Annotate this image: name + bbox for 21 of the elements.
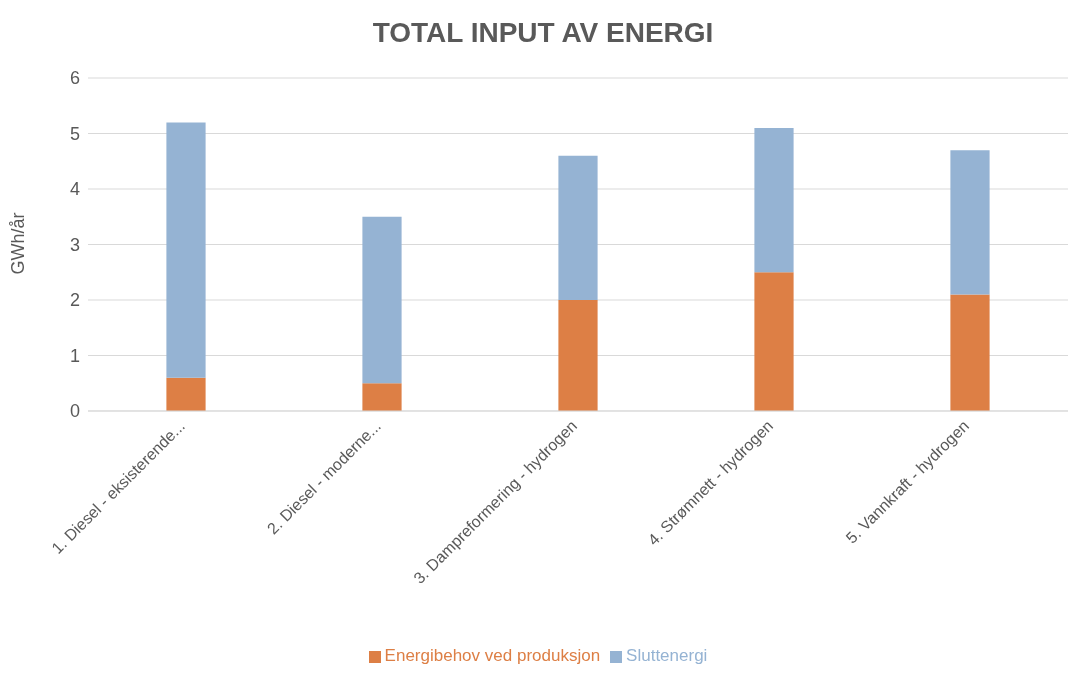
- y-tick-label: 2: [69, 290, 80, 311]
- legend-label: Energibehov ved produksjon: [384, 646, 601, 665]
- bar: [950, 294, 990, 411]
- y-tick-label: 3: [69, 234, 80, 255]
- bar: [558, 300, 598, 411]
- bar: [754, 272, 794, 411]
- y-axis-title: GWh/år: [8, 212, 29, 275]
- y-tick-label: 5: [69, 123, 80, 144]
- bar: [754, 127, 794, 273]
- y-tick-label: 1: [69, 345, 80, 366]
- bar: [362, 216, 402, 384]
- bar: [362, 383, 402, 411]
- bar: [166, 122, 206, 378]
- bar: [558, 155, 598, 300]
- y-tick-label: 0: [69, 401, 80, 422]
- y-tick-label: 4: [69, 179, 80, 200]
- chart-title: TOTAL INPUT AV ENERGI: [371, 16, 715, 50]
- y-tick-label: 6: [69, 68, 80, 89]
- legend-label: Sluttenergi: [626, 646, 708, 665]
- bar: [166, 377, 206, 411]
- bar: [950, 150, 990, 295]
